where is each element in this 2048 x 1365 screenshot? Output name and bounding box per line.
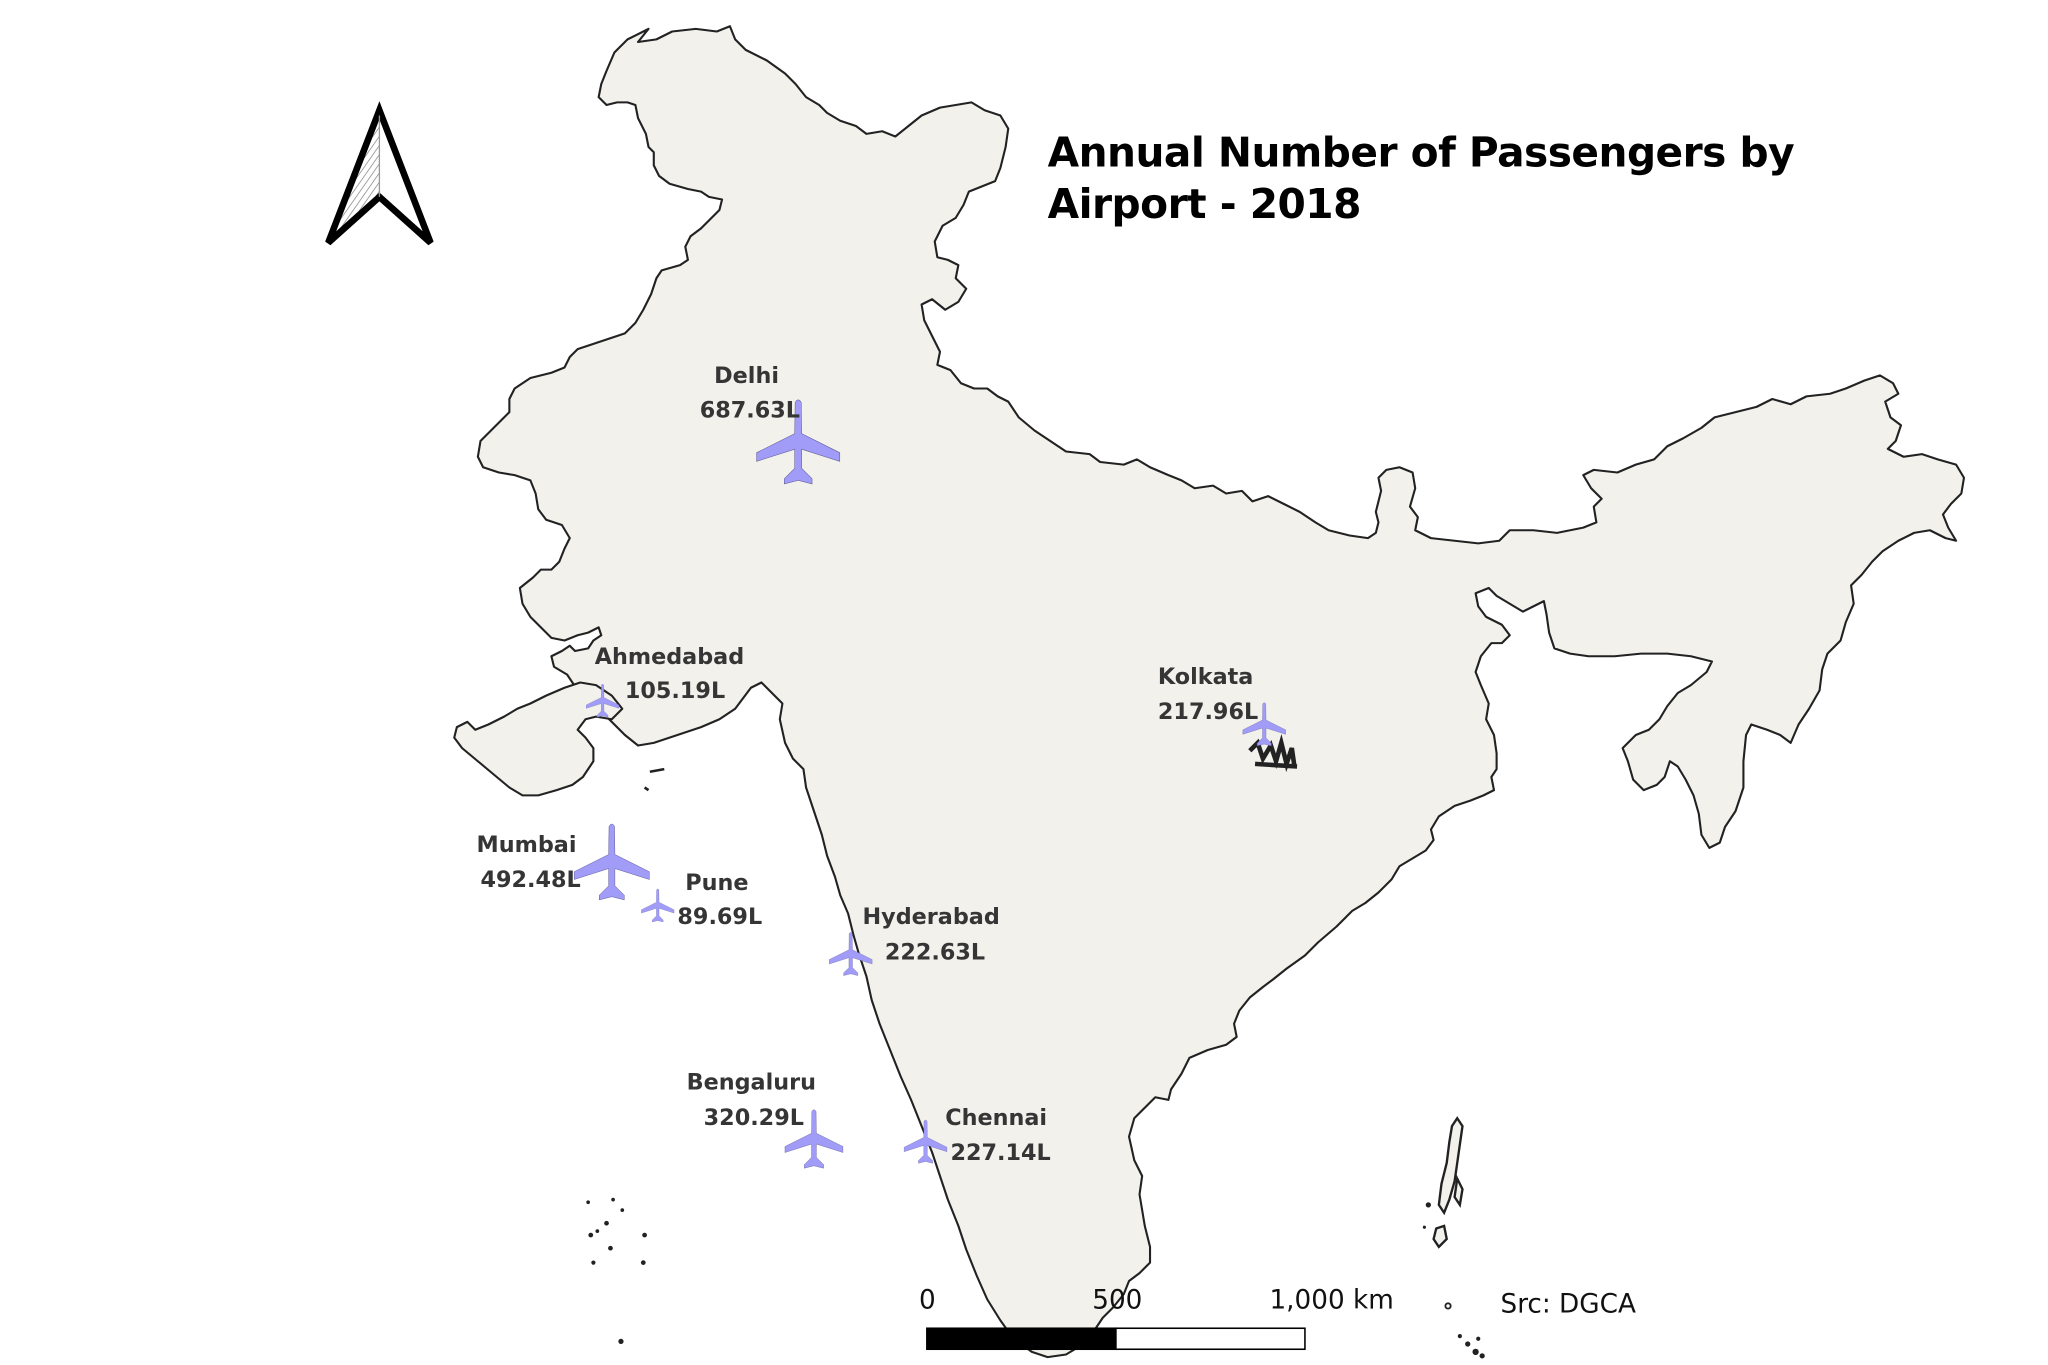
- andaman-nicobar-islands: [1422, 1116, 1485, 1359]
- city-name: Chennai: [945, 1105, 1047, 1131]
- coastal-islets: [643, 767, 665, 792]
- passenger-count: 492.48L: [480, 867, 580, 893]
- passenger-count: 687.63L: [700, 397, 800, 423]
- map-title-line2: Airport - 2018: [1048, 180, 1361, 228]
- north-arrow-icon: [325, 101, 434, 246]
- city-name: Pune: [685, 870, 748, 896]
- airport-kolkata: Kolkata 217.96L: [1158, 664, 1286, 747]
- india-mainland-outline: [476, 25, 1966, 1359]
- sundarbans-delta: [1248, 733, 1298, 773]
- scale-bar: 0 500 1,000 km: [919, 1286, 1394, 1351]
- airport-hyderabad: Hyderabad 222.63L: [829, 904, 1000, 976]
- airport-mumbai: Mumbai 492.48L: [477, 823, 650, 901]
- gujarat-saurashtra-outline: [453, 681, 624, 797]
- scale-label-0: 0: [919, 1286, 936, 1316]
- city-name: Kolkata: [1158, 664, 1253, 690]
- passenger-count: 222.63L: [885, 939, 985, 965]
- passenger-count: 89.69L: [677, 904, 762, 930]
- city-name: Bengaluru: [687, 1069, 816, 1095]
- passenger-count: 217.96L: [1158, 699, 1258, 725]
- airplane-icon: [641, 888, 675, 923]
- lakshadweep-islands: [586, 1197, 647, 1344]
- passenger-count: 227.14L: [950, 1140, 1050, 1166]
- airport-pune: Pune 89.69L: [641, 870, 762, 930]
- city-name: Mumbai: [477, 832, 577, 858]
- city-name: Delhi: [714, 363, 779, 389]
- airport-delhi: Delhi 687.63L: [700, 363, 841, 485]
- passenger-count: 320.29L: [704, 1105, 804, 1131]
- scale-label-1000: 1,000 km: [1269, 1286, 1393, 1316]
- airplane-icon: [573, 823, 650, 901]
- passenger-count: 105.19L: [625, 678, 725, 704]
- city-name: Ahmedabad: [595, 644, 744, 670]
- airport-ahmedabad: Ahmedabad 105.19L: [586, 644, 744, 718]
- city-name: Hyderabad: [863, 904, 1000, 930]
- airport-chennai: Chennai 227.14L: [903, 1105, 1051, 1166]
- airport-bengaluru: Bengaluru 320.29L: [687, 1069, 844, 1169]
- map-title-line1: Annual Number of Passengers by: [1048, 129, 1794, 177]
- source-label: Src: DGCA: [1501, 1290, 1636, 1320]
- scale-label-500: 500: [1092, 1286, 1142, 1316]
